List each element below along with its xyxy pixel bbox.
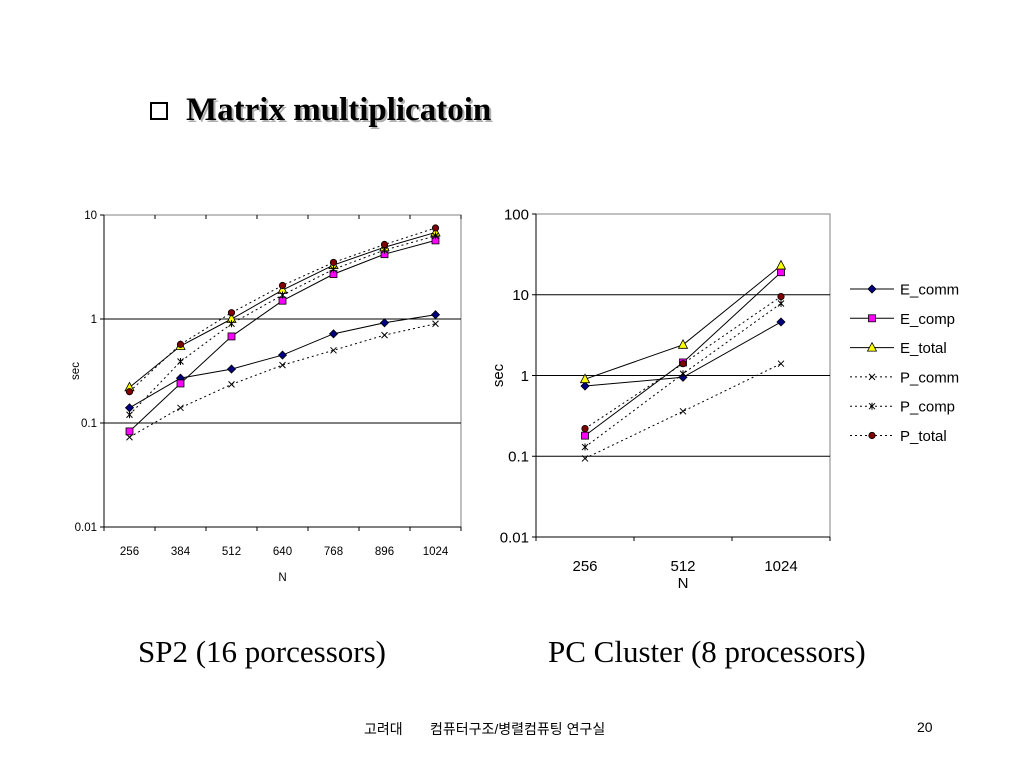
data-point-e-total xyxy=(579,373,591,384)
data-point-p-comp xyxy=(330,265,337,273)
data-point-e-comp xyxy=(581,431,589,440)
y-tick-label: 0.1 xyxy=(81,418,97,430)
y-tick-label: 0.01 xyxy=(500,529,529,546)
legend-label: P_comp xyxy=(900,399,955,416)
data-point-e-comm xyxy=(379,318,390,328)
series-line-p-comm xyxy=(584,363,782,459)
data-point-p-total xyxy=(176,340,185,348)
x-tick-label: 896 xyxy=(375,546,394,558)
x-tick-label: 1024 xyxy=(764,558,797,575)
data-point-p-total xyxy=(125,388,134,396)
y-axis-title: sec xyxy=(490,363,507,387)
data-point-p-total xyxy=(380,240,389,249)
legend-label: P_comm xyxy=(900,369,959,386)
data-point-e-comp xyxy=(176,379,185,388)
data-point-p-total xyxy=(431,224,440,232)
slide-title-text: Matrix multiplicatoin xyxy=(186,92,492,128)
slide-title: Matrix multiplicatoin xyxy=(150,92,491,129)
data-point-e-comm xyxy=(430,310,441,320)
data-point-p-comm xyxy=(679,407,687,415)
data-point-p-total xyxy=(329,258,338,267)
data-point-p-total xyxy=(227,309,236,317)
data-point-p-comp xyxy=(177,358,184,366)
data-point-e-comm xyxy=(776,317,786,327)
caption-pc-cluster: PC Cluster (8 processors) xyxy=(548,634,866,669)
data-point-p-comm xyxy=(581,455,589,462)
page-number: 20 xyxy=(917,719,933,735)
data-point-p-total xyxy=(581,424,589,433)
data-point-p-comm xyxy=(177,404,184,412)
footer-lab: 컴퓨터구조/병렬컴퓨팅 연구실 xyxy=(430,721,606,737)
data-point-p-comm xyxy=(777,360,785,368)
y-tick-label: 100 xyxy=(504,206,529,223)
y-tick-label: 0.1 xyxy=(508,449,529,466)
x-tick-label: 256 xyxy=(572,558,597,575)
legend-marker xyxy=(868,314,876,323)
footer-org: 고려대 xyxy=(364,721,403,737)
data-point-p-comp xyxy=(279,291,286,299)
x-axis-title: N xyxy=(678,575,689,592)
data-point-p-comp xyxy=(432,232,439,240)
x-tick-label: 512 xyxy=(670,558,695,575)
legend-marker xyxy=(867,284,877,294)
data-point-p-comp xyxy=(679,370,687,378)
data-point-e-comm xyxy=(580,381,590,391)
data-point-p-comm xyxy=(381,331,388,339)
legend-label: E_comm xyxy=(900,282,959,299)
x-tick-label: 768 xyxy=(324,546,343,558)
series-line-p-comp xyxy=(584,303,782,448)
legend-marker xyxy=(866,341,878,352)
data-point-p-comm xyxy=(432,320,439,328)
data-point-e-comp xyxy=(125,427,134,436)
y-tick-label: 1 xyxy=(521,368,529,385)
data-point-e-comm xyxy=(226,364,237,374)
data-point-p-comp xyxy=(228,320,235,328)
legend-label: E_comp xyxy=(900,311,955,328)
data-point-e-comp xyxy=(777,268,785,277)
y-tick-label: 0.01 xyxy=(75,522,97,534)
x-axis-title: N xyxy=(278,572,286,584)
y-axis-title: sec xyxy=(70,362,82,380)
x-tick-label: 384 xyxy=(171,546,191,558)
data-point-e-comp xyxy=(227,332,236,341)
data-point-p-comp xyxy=(581,443,589,451)
legend-label: P_total xyxy=(900,428,947,445)
x-tick-label: 640 xyxy=(273,546,292,558)
x-tick-label: 256 xyxy=(120,546,139,558)
data-point-e-comm xyxy=(328,329,339,339)
data-point-p-comm xyxy=(228,381,235,388)
legend-label: E_total xyxy=(900,340,947,357)
x-tick-label: 1024 xyxy=(423,546,449,558)
x-tick-label: 512 xyxy=(222,546,241,558)
caption-sp2: SP2 (16 porcessors) xyxy=(138,634,386,669)
data-point-p-comp xyxy=(777,299,785,307)
plot-area xyxy=(103,214,462,528)
legend-marker xyxy=(868,431,876,440)
data-point-p-total xyxy=(278,281,287,290)
data-point-p-comm xyxy=(126,433,133,441)
data-point-e-total xyxy=(775,259,787,270)
data-point-p-total xyxy=(679,360,687,368)
data-point-p-comm xyxy=(330,346,337,354)
y-tick-label: 10 xyxy=(512,287,529,304)
data-point-p-total xyxy=(777,292,785,301)
data-point-e-total xyxy=(677,338,689,349)
legend-marker xyxy=(868,402,876,410)
series-line-p-total xyxy=(584,296,782,430)
legend-marker xyxy=(868,373,876,381)
data-point-p-comm xyxy=(279,361,286,369)
square-bullet-icon xyxy=(150,101,168,120)
y-tick-label: 10 xyxy=(84,210,97,222)
data-point-p-comp xyxy=(126,411,133,419)
data-point-e-comm xyxy=(277,350,288,360)
y-tick-label: 1 xyxy=(91,314,97,326)
